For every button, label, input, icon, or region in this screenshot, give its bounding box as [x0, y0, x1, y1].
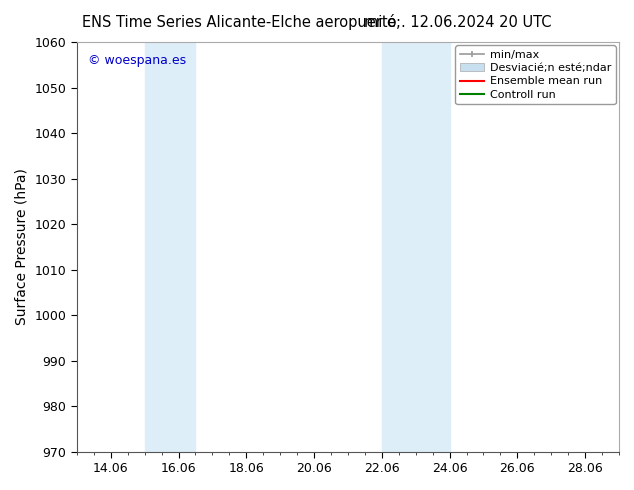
Text: © woespana.es: © woespana.es	[87, 54, 186, 67]
Y-axis label: Surface Pressure (hPa): Surface Pressure (hPa)	[15, 169, 29, 325]
Bar	[382, 42, 450, 452]
Legend: min/max, Desviacié;n esté;ndar, Ensemble mean run, Controll run: min/max, Desviacié;n esté;ndar, Ensemble…	[455, 46, 616, 104]
Text: mi é;. 12.06.2024 20 UTC: mi é;. 12.06.2024 20 UTC	[364, 15, 552, 30]
Text: ENS Time Series Alicante-Elche aeropuerto: ENS Time Series Alicante-Elche aeropuert…	[82, 15, 397, 30]
Bar	[145, 42, 195, 452]
